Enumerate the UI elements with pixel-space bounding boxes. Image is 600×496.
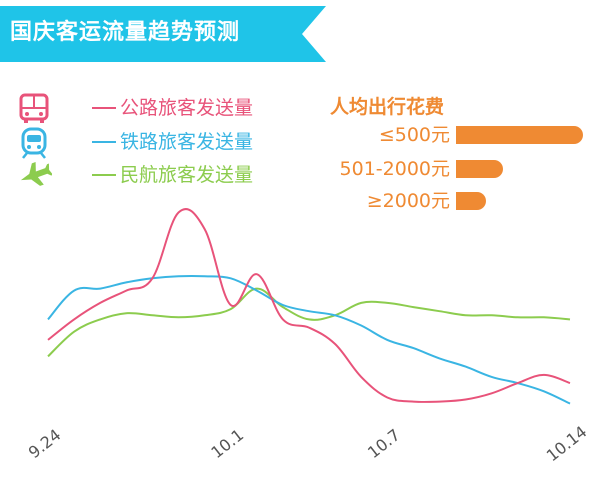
legend-label-air: 民航旅客发送量 (120, 164, 254, 186)
spending-bar-mid (456, 160, 503, 178)
spending-bar-low (456, 126, 583, 144)
legend-swatch-air (92, 174, 116, 176)
page-title: 国庆客运流量趋势预测 (10, 20, 241, 45)
x-tick-label-2: 10.7 (364, 425, 404, 462)
train-icon (21, 127, 47, 159)
legend-item-rail: 铁路旅客发送量 (18, 127, 278, 159)
bus-icon (19, 93, 49, 123)
spending-row-mid: 501-2000元 (300, 155, 590, 183)
plot-lines (47, 208, 571, 405)
spending-row-high: ≥2000元 (300, 187, 590, 215)
series-line-0 (47, 208, 571, 403)
spending-row-low: ≤500元 (300, 121, 590, 149)
series-line-1 (47, 274, 571, 405)
x-tick-label-0: 9.24 (25, 425, 65, 462)
legend-label-rail: 铁路旅客发送量 (120, 131, 254, 153)
title-banner (0, 6, 326, 62)
legend-swatch-road (92, 107, 116, 109)
spending-label-low: ≤500元 (378, 124, 450, 146)
spending-title: 人均出行花费 (330, 96, 445, 118)
legend-label-road: 公路旅客发送量 (120, 97, 254, 119)
x-tick-label-3: 10.14 (543, 422, 591, 465)
legend-item-road: 公路旅客发送量 (18, 93, 278, 123)
airplane-icon (20, 162, 52, 186)
x-tick-label-1: 10.1 (207, 425, 247, 462)
x-axis-ticks: 9.24 10.1 10.7 10.14 (25, 422, 591, 465)
legend-item-air: 民航旅客发送量 (18, 160, 278, 190)
series-line-2 (47, 287, 571, 358)
legend-swatch-rail (92, 141, 116, 143)
spending-bar-high (456, 192, 486, 210)
spending-label-mid: 501-2000元 (339, 158, 450, 180)
spending-label-high: ≥2000元 (366, 190, 450, 212)
